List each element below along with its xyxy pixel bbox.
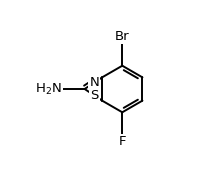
Text: Br: Br <box>115 30 130 43</box>
Text: S: S <box>90 89 98 102</box>
Text: H$_2$N: H$_2$N <box>35 82 62 96</box>
Text: F: F <box>119 135 126 148</box>
Text: N: N <box>89 76 99 89</box>
